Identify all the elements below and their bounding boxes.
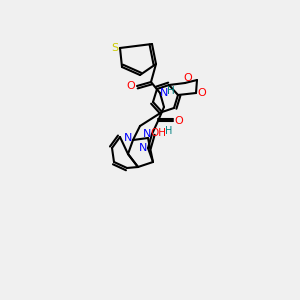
Text: N: N: [139, 143, 147, 153]
Text: S: S: [111, 43, 118, 53]
Text: O: O: [198, 88, 206, 98]
Text: N: N: [124, 133, 132, 143]
Text: O: O: [175, 116, 183, 126]
Text: H: H: [165, 126, 173, 136]
Text: O: O: [184, 73, 192, 83]
Text: N: N: [160, 88, 168, 98]
Text: O: O: [127, 81, 135, 91]
Text: H: H: [167, 86, 175, 96]
Text: N: N: [143, 129, 151, 139]
Text: OH: OH: [150, 128, 166, 138]
